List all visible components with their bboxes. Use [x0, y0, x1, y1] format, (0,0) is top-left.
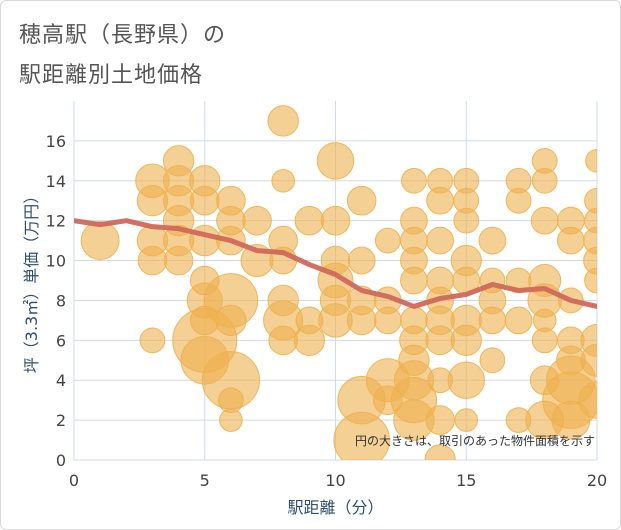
bubble-point	[271, 168, 296, 193]
trend-line	[74, 218, 597, 309]
bubble-point	[583, 246, 597, 275]
bubble-point	[189, 185, 220, 216]
bubble-point	[219, 408, 243, 432]
bubble-point	[373, 306, 402, 335]
bubble-point	[479, 347, 506, 374]
chart-title-line2: 駅距離別土地価格	[19, 63, 204, 88]
bubble-size-note: 円の大きさは、取引のあった物件面積を示す	[355, 433, 595, 448]
y-tick-label: 16	[46, 132, 66, 151]
bubble-point	[374, 227, 401, 254]
x-axis-label: 駅距離（分）	[287, 498, 383, 517]
bubble-point	[478, 226, 507, 255]
y-tick-label: 12	[46, 212, 66, 231]
bubble-point	[454, 408, 479, 432]
bubble-series	[80, 105, 597, 460]
x-tick-label: 5	[200, 471, 210, 490]
bubble-point	[505, 187, 532, 214]
bubble-point	[530, 206, 559, 235]
chart-title-line1: 穂高駅（長野県）の	[19, 23, 227, 48]
y-tick-label: 6	[56, 331, 66, 350]
bubble-point	[294, 205, 325, 236]
bubble-point	[316, 142, 355, 180]
bubble-point	[447, 361, 485, 399]
bubble-point	[425, 405, 455, 435]
bubble-point	[137, 245, 168, 276]
bubble-point	[242, 205, 272, 236]
x-tick-label: 15	[456, 471, 476, 490]
bubble-point	[426, 186, 454, 215]
y-tick-label: 0	[56, 451, 66, 470]
bubble-point	[80, 221, 120, 261]
y-tick-label: 8	[56, 291, 66, 310]
bubble-point	[320, 205, 351, 236]
bubble-point	[531, 167, 558, 194]
bubble-point	[400, 266, 428, 295]
bubble-point	[424, 444, 456, 460]
trend-series	[74, 218, 597, 309]
x-tick-label: 0	[69, 471, 79, 490]
bubble-point	[267, 105, 299, 137]
bubble-point	[347, 246, 376, 275]
bubble-point	[215, 304, 247, 337]
y-axis-label: 坪（3.3㎡）単価（万円）	[22, 188, 41, 373]
bubble-point	[346, 185, 377, 216]
y-tick-label: 4	[56, 371, 66, 390]
bubble-point	[504, 306, 533, 335]
bubble-point	[585, 149, 597, 173]
bubble-point	[425, 325, 455, 356]
bubble-point	[333, 411, 390, 460]
bubble-point	[478, 306, 507, 335]
x-axis-ticks: 0 5 10 15 20	[69, 471, 607, 490]
bubble-point	[580, 343, 597, 377]
x-tick-label: 20	[587, 471, 607, 490]
bubble-point	[578, 381, 597, 419]
y-tick-label: 10	[46, 252, 66, 271]
bubble-point	[426, 226, 454, 255]
bubble-point	[531, 327, 558, 354]
bubble-point	[551, 400, 591, 440]
y-tick-label: 14	[46, 172, 66, 191]
bubble-point	[268, 325, 299, 356]
bubble-point	[346, 305, 377, 336]
bubble-point	[401, 167, 427, 194]
bubble-point	[453, 207, 480, 234]
bubble-point	[556, 226, 585, 255]
bubble-point	[293, 324, 326, 357]
bubble-point	[139, 327, 166, 354]
x-tick-label: 10	[325, 471, 345, 490]
bubble-point	[450, 324, 482, 357]
bubble-point	[584, 267, 597, 294]
y-tick-label: 2	[56, 411, 66, 430]
y-axis-ticks: 0 2 4 6 8 10 12 14 16	[46, 132, 66, 470]
bubble-point	[163, 245, 194, 276]
